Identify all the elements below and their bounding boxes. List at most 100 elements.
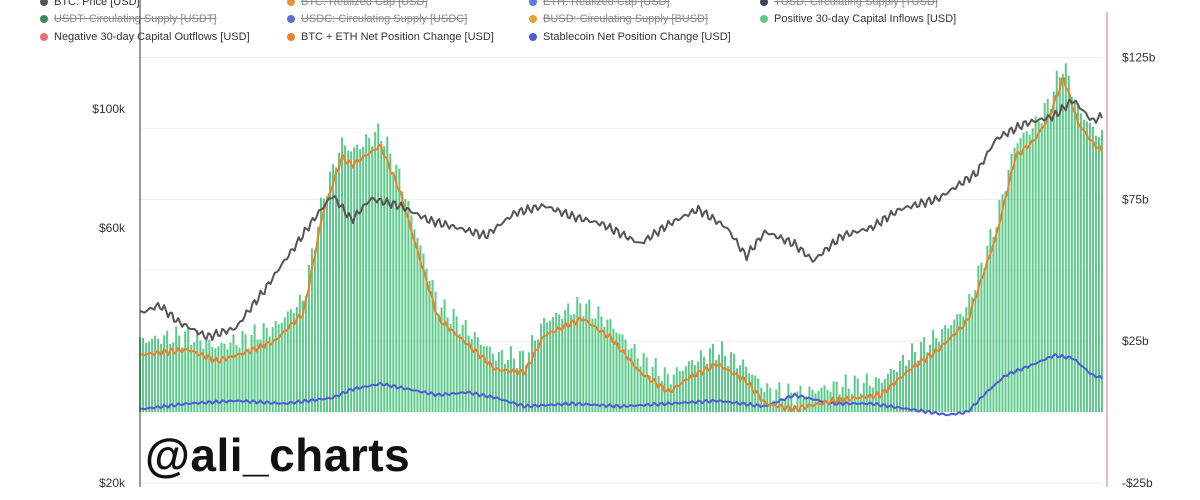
inflow-bar [485, 346, 488, 413]
inflow-bar [525, 365, 528, 413]
inflow-bar [509, 346, 512, 413]
inflow-bar [371, 146, 374, 413]
inflow-bar [265, 327, 268, 413]
inflow-bar [651, 366, 654, 413]
legend-item[interactable]: BTC: Price [USD] [40, 0, 140, 8]
inflow-bar [310, 248, 313, 413]
left-axis-tick-label: $20k [99, 476, 126, 490]
inflow-bar [298, 294, 301, 413]
inflow-bar [907, 360, 910, 413]
inflow-bar [660, 380, 663, 413]
inflow-bar [817, 390, 820, 413]
inflow-bar [407, 200, 410, 413]
inflow-bar [226, 349, 229, 413]
inflow-bar [193, 342, 196, 413]
inflow-bar [603, 326, 606, 413]
inflow-bar [476, 337, 479, 413]
inflow-bar [482, 346, 485, 413]
inflow-bar [889, 368, 892, 413]
inflow-bar [1061, 73, 1064, 413]
inflow-bar [917, 360, 920, 413]
inflow-bar [175, 326, 178, 413]
inflow-bar [983, 268, 986, 413]
legend-label: USDC: Circulating Supply [USDC] [301, 13, 468, 25]
inflow-bar [895, 371, 898, 413]
inflow-bar [690, 359, 693, 413]
legend-label: Stablecoin Net Position Change [USD] [543, 31, 731, 43]
inflow-bar [319, 197, 322, 413]
inflow-bar [398, 168, 401, 413]
inflow-bar [512, 358, 515, 413]
inflow-bar [639, 366, 642, 413]
legend-item[interactable]: USDT: Circulating Supply [USDT] [40, 13, 217, 25]
legend-item[interactable]: BTC: Realized Cap [USD] [287, 0, 428, 8]
inflow-bar [567, 303, 570, 413]
legend-item[interactable]: Negative 30-day Capital Outflows [USD] [40, 31, 250, 43]
inflow-bar [714, 359, 717, 413]
legend-label: ETH: Realized Cap [USD] [543, 0, 670, 8]
inflow-bar [901, 354, 904, 413]
inflow-bar [980, 262, 983, 413]
inflow-bar [229, 342, 232, 413]
inflow-bar [669, 384, 672, 413]
inflow-bar [497, 351, 500, 413]
inflow-bar [1076, 103, 1079, 413]
inflow-bar [428, 280, 431, 413]
inflow-bar [1016, 143, 1019, 413]
inflow-bar [503, 363, 506, 413]
inflow-bar [211, 347, 214, 413]
inflow-bar [787, 383, 790, 413]
legend-item[interactable]: ETH: Realized Cap [USD] [529, 0, 670, 8]
inflow-bar [350, 151, 353, 413]
inflow-bar [642, 352, 645, 413]
inflow-bar [784, 400, 787, 413]
inflow-bar [1055, 70, 1058, 413]
inflow-bar [256, 339, 259, 413]
inflow-bar [356, 144, 359, 413]
inflow-bar [672, 374, 675, 413]
inflow-bar [190, 345, 193, 413]
inflow-bar [271, 327, 274, 413]
inflow-bar [540, 323, 543, 413]
inflow-bar [531, 335, 534, 413]
inflow-bar [904, 365, 907, 413]
inflow-bar [178, 335, 181, 413]
legend-item[interactable]: USDC: Circulating Supply [USDC] [287, 13, 467, 25]
inflow-bar [959, 313, 962, 413]
inflow-bar [705, 363, 708, 413]
legend-label: Negative 30-day Capital Outflows [USD] [54, 31, 250, 43]
stablecoin-net-line [139, 353, 1103, 417]
inflow-bar [811, 389, 814, 413]
inflow-bar [416, 237, 419, 413]
legend-item[interactable]: BUSD: Circulating Supply [BUSD] [529, 13, 708, 25]
inflow-bar [1022, 132, 1025, 413]
inflow-bar [280, 322, 283, 413]
legend-marker [40, 15, 48, 23]
legend-item[interactable]: Stablecoin Net Position Change [USD] [529, 31, 731, 43]
inflow-bar [766, 383, 769, 413]
inflow-bar [947, 328, 950, 413]
inflow-bar [148, 341, 151, 413]
inflow-bar [362, 146, 365, 413]
inflow-bar [1070, 96, 1073, 413]
inflow-bar [163, 335, 166, 413]
inflow-bar [600, 316, 603, 413]
legend-item[interactable]: BTC + ETH Net Position Change [USD] [287, 31, 494, 43]
inflow-bar [775, 389, 778, 413]
inflow-bar [956, 314, 959, 413]
legend-item[interactable]: Positive 30-day Capital Inflows [USD] [760, 13, 956, 25]
watermark-text: @ali_charts [145, 429, 411, 481]
inflow-bar [467, 335, 470, 413]
legend-item[interactable]: TUSD: Circulating Supply [TUSD] [760, 0, 938, 8]
inflow-bar [449, 323, 452, 413]
inflow-bar [515, 367, 518, 413]
inflow-bar [1049, 108, 1052, 413]
inflow-bar [938, 341, 941, 413]
inflow-bar [335, 167, 338, 413]
inflow-bar [368, 137, 371, 413]
inflow-bar [778, 382, 781, 413]
inflow-bar [289, 309, 292, 413]
inflow-bar [307, 265, 310, 413]
inflow-bar [727, 365, 730, 413]
inflow-bar [488, 346, 491, 413]
